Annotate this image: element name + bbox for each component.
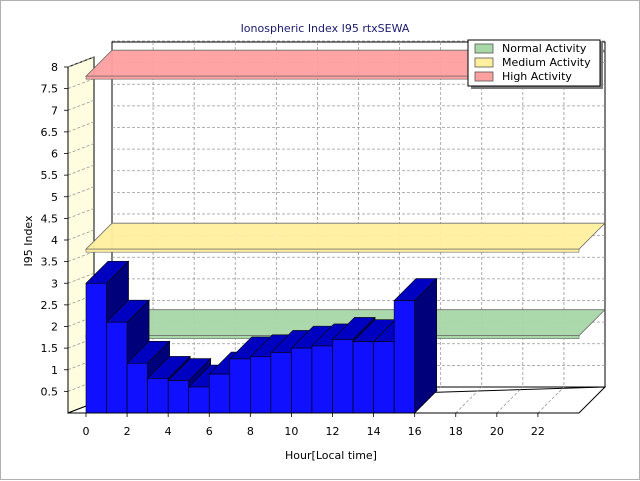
band-medium-top [85,222,606,250]
x-tick-label: 10 [284,425,298,438]
y-tick-label: 2 [51,321,58,334]
x-tick-label: 2 [124,425,131,438]
y-tick-label: 7 [51,104,58,117]
legend-label-medium: Medium Activity [502,56,591,69]
x-tick-label: 0 [83,425,90,438]
y-axis-label: I95 Index [22,215,35,267]
chart-title: Ionospheric Index I95 rtxSEWA [241,22,410,35]
y-tick-labels: 0.5 1 1.5 2 2.5 3 3.5 4 4.5 5 5.5 6 6.5 7 7.5 8 [41,61,68,398]
bar-front [167,380,190,414]
x-tick-label: 6 [206,425,213,438]
bar-front [106,321,128,414]
y-tick-label: 8 [51,61,58,74]
bar-side [414,277,437,414]
y-tick-label: 6 [51,148,58,161]
y-tick-label: 1 [51,364,58,377]
x-tick-label: 8 [247,425,254,438]
y-tick-label: 5 [51,191,58,204]
bar-front [332,339,354,414]
bar-15 [393,277,438,414]
bar-front [311,345,333,414]
x-tick-label: 18 [449,425,463,438]
y-tick-label: 1.5 [41,342,59,355]
grid-line-floor [496,386,524,414]
y-tick-label: 5.5 [41,169,59,182]
y-tick-label: 6.5 [41,126,59,139]
bar-front [250,356,272,414]
bar-front [208,373,231,414]
bar-front [373,341,395,414]
legend-label-normal: Normal Activity [502,42,587,55]
bar-front [291,347,313,414]
x-tick-label: 22 [531,425,545,438]
bar-front [393,300,415,414]
grid-line-floor [455,386,483,414]
bar-front [126,362,148,414]
bar-front [270,352,292,414]
bar-front [85,282,107,414]
bar-front [229,358,251,414]
bar-front [147,378,169,414]
x-tick-label: 20 [490,425,504,438]
y-tick-label: 4 [51,234,58,247]
y-tick-label: 4.5 [41,212,59,225]
bar-front [352,341,374,414]
x-axis-label: Hour[Local time] [285,449,377,462]
band-medium-front [85,248,580,253]
y-tick-label: 3.5 [41,256,59,269]
x-tick-label: 12 [326,425,340,438]
x-tick-label: 14 [367,425,381,438]
bars [85,260,438,414]
legend-swatch-high [474,71,494,82]
legend-swatch-medium [474,57,494,68]
y-tick-label: 7.5 [41,83,59,96]
legend-swatch-normal [474,43,494,54]
bar-front [188,386,210,414]
y-tick-label: 3 [51,277,58,290]
legend: Normal Activity Medium Activity High Act… [467,39,603,89]
x-tick-label: 16 [408,425,422,438]
x-tick-label: 4 [165,425,172,438]
legend-label-high: High Activity [502,70,572,83]
y-tick-label: 2.5 [41,299,59,312]
y-tick-label: 0.5 [41,385,59,398]
grid-line-floor [537,386,565,414]
x-tick-labels: 0 2 4 6 8 10 12 14 16 18 20 22 [83,413,545,438]
